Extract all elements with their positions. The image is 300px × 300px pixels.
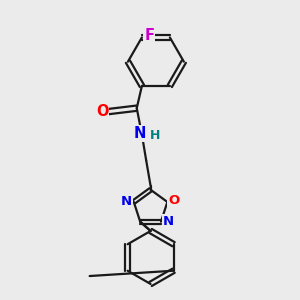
Text: H: H: [150, 129, 160, 142]
Text: N: N: [134, 126, 146, 141]
Text: N: N: [121, 196, 132, 208]
Text: O: O: [168, 194, 179, 207]
Text: F: F: [144, 28, 154, 44]
Text: O: O: [96, 104, 108, 119]
Text: N: N: [163, 215, 174, 228]
